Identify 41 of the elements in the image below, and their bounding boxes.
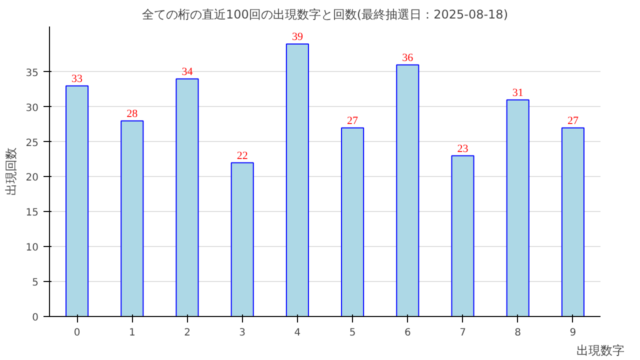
x-tick-label: 1 [128,328,136,338]
y-axis-title: 出現回数 [4,148,18,196]
data-label: 36 [402,52,414,64]
bar [176,78,199,316]
y-tick-label: 15 [26,208,39,219]
data-label: 39 [292,30,304,43]
bar [506,99,530,316]
data-label: 22 [236,150,248,162]
y-tick-label: 5 [32,278,39,289]
y-tick-label: 30 [26,102,39,114]
data-label: 27 [567,114,579,127]
data-label: 34 [182,66,194,78]
x-tick-label: 4 [294,328,301,338]
x-tick-label: 2 [184,328,190,338]
bar [120,120,144,316]
bar [451,155,474,316]
x-tick-label: 0 [74,328,80,338]
bar [561,127,584,316]
bar [286,43,309,316]
y-tick-label: 25 [26,138,39,149]
bar [230,162,254,316]
data-label: 31 [512,86,524,99]
x-tick-label: 5 [349,328,356,338]
data-label: 27 [347,114,359,127]
y-tick-label: 0 [32,312,39,324]
bar [66,85,89,316]
bar [396,64,420,316]
y-tick-label: 20 [26,172,39,184]
y-tick-label: 35 [26,68,39,79]
x-axis-title: 出現数字 [576,344,624,358]
x-tick-label: 9 [570,328,576,338]
bar [341,127,364,316]
x-tick-label: 8 [514,328,522,338]
y-tick-label: 10 [26,242,39,254]
x-tick-label: 7 [460,328,466,338]
chart-title: 全ての桁の直近100回の出現数字と回数(最終抽選日：2025-08-18) [142,8,508,22]
data-label: 23 [457,142,469,155]
data-label: 33 [72,72,84,85]
x-tick-label: 6 [404,328,411,338]
data-label: 28 [126,108,138,120]
x-tick-label: 3 [239,328,246,338]
